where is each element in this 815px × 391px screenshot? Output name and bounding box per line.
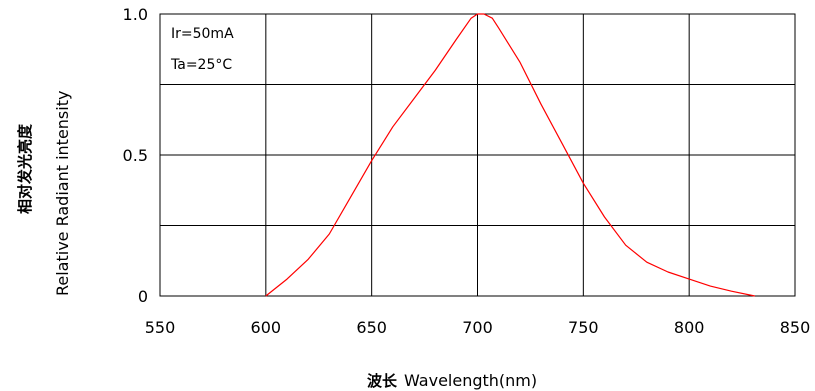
x-axis-title-cn: 波长 xyxy=(367,372,398,390)
series-group xyxy=(265,13,755,297)
x-tick-label: 800 xyxy=(674,318,705,337)
x-tick-label: 750 xyxy=(568,318,599,337)
y-axis-title-en: Relative Radiant intensity xyxy=(53,91,72,296)
y-tick-label: 0 xyxy=(138,287,148,306)
y-tick-labels: 0 0.5 1.0 xyxy=(123,5,148,306)
y-axis-title: 相对发光亮度 Relative Radiant intensity xyxy=(16,91,72,296)
x-axis-title-en: Wavelength(nm) xyxy=(404,371,537,390)
chart-grid xyxy=(159,13,796,297)
x-tick-label: 600 xyxy=(251,318,282,337)
x-tick-label: 850 xyxy=(780,318,811,337)
x-tick-label: 700 xyxy=(462,318,493,337)
x-axis-title: 波长 Wavelength(nm) xyxy=(367,371,537,390)
series-line xyxy=(265,13,755,297)
y-tick-label: 1.0 xyxy=(123,5,148,24)
x-tick-label: 550 xyxy=(145,318,176,337)
x-tick-labels: 550 600 650 700 750 800 850 xyxy=(145,318,811,337)
y-axis-title-cn: 相对发光亮度 xyxy=(16,123,34,214)
annotation-current: Ir=50mA xyxy=(171,26,234,42)
annotation-temperature: Ta=25°C xyxy=(170,57,232,73)
y-tick-label: 0.5 xyxy=(123,146,148,165)
x-tick-label: 650 xyxy=(356,318,387,337)
